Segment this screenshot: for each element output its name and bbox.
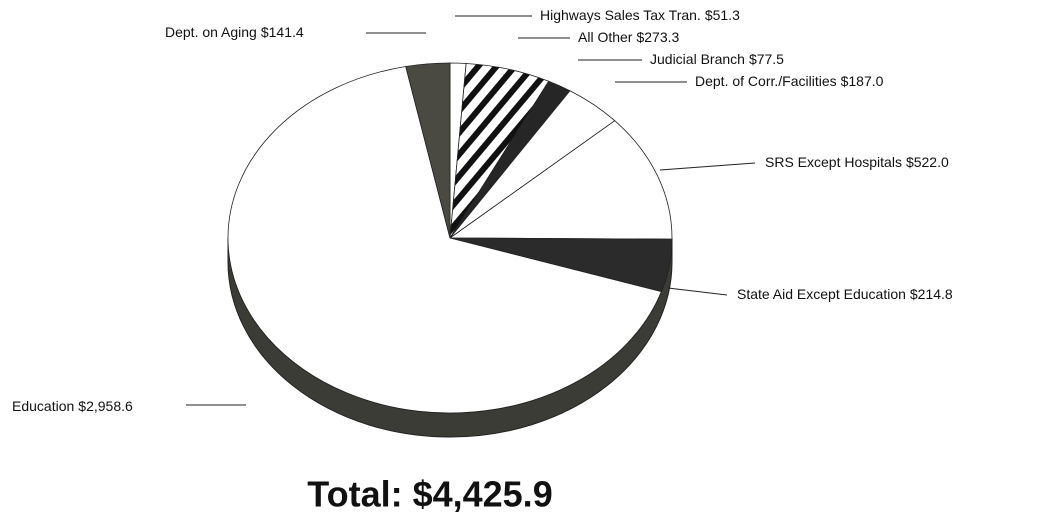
leader-line (659, 162, 756, 171)
slice-value: $214.8 (910, 286, 953, 302)
pie-slice (227, 66, 662, 414)
slice-value: $273.3 (636, 29, 679, 45)
slice-value: $141.4 (261, 24, 304, 40)
total-label: Total: $4,425.9 (307, 474, 552, 515)
slice-label: Dept. of Corr./Facilities $187.0 (695, 73, 884, 89)
slice-value: $77.5 (749, 51, 784, 67)
slice-label: State Aid Except Education $214.8 (737, 286, 953, 302)
slice-name: Highways Sales Tax Tran. (540, 7, 701, 23)
slice-label: SRS Except Hospitals $522.0 (765, 154, 949, 170)
slices (227, 62, 673, 414)
pie-slice (448, 120, 673, 240)
slice-label: Dept. on Aging $141.4 (165, 24, 304, 40)
slice-name: All Other (578, 29, 633, 45)
leader-line (667, 287, 728, 296)
slice-value: $522.0 (906, 154, 949, 170)
slice-name: State Aid Except Education (737, 286, 906, 302)
slice-name: Dept. on Aging (165, 24, 257, 40)
slice-value: $187.0 (841, 73, 884, 89)
slice-name: Dept. of Corr./Facilities (695, 73, 837, 89)
slice-name: Judicial Branch (650, 51, 745, 67)
slice-name: SRS Except Hospitals (765, 154, 902, 170)
pie-slice (405, 62, 451, 239)
slice-label: Judicial Branch $77.5 (650, 51, 784, 67)
slice-value: $2,958.6 (78, 398, 133, 414)
slice-label: Highways Sales Tax Tran. $51.3 (540, 7, 740, 23)
slice-label: Education $2,958.6 (12, 398, 133, 414)
slice-name: Education (12, 398, 74, 414)
slice-value: $51.3 (705, 7, 740, 23)
slice-label: All Other $273.3 (578, 29, 680, 45)
